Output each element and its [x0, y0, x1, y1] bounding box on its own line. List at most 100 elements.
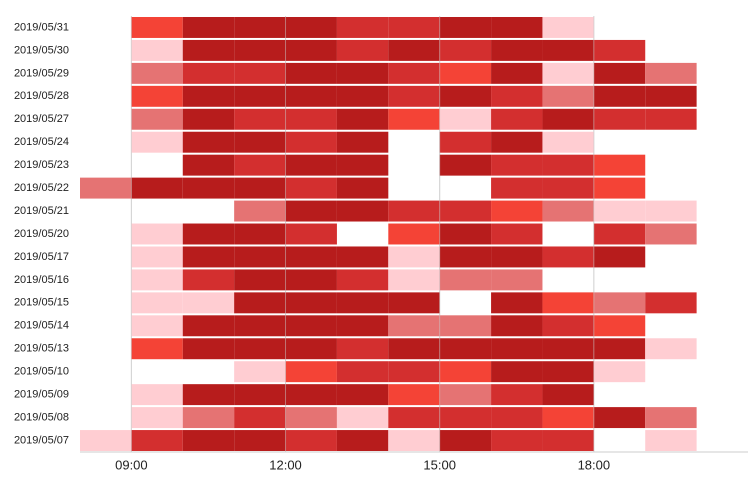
heat-cell: [593, 315, 646, 337]
heat-cell: [388, 407, 440, 429]
heat-cell: [131, 315, 183, 337]
heat-cell: [234, 246, 286, 268]
heat-cell: [285, 384, 337, 406]
heat-cell: [336, 407, 389, 429]
row-label: 2019/05/24: [14, 136, 69, 148]
heat-cell: [491, 269, 543, 291]
heat-cell: [285, 246, 337, 268]
heat-cell: [491, 62, 543, 84]
heat-cell: [593, 108, 646, 130]
heat-cell: [439, 338, 492, 360]
heat-cell: [285, 269, 337, 291]
heat-cell: [491, 292, 543, 314]
heat-cell: [285, 39, 337, 61]
heat-cell: [388, 62, 440, 84]
heat-cell: [234, 62, 286, 84]
heat-cell: [388, 200, 440, 222]
heat-cell: [388, 39, 440, 61]
heat-cell: [593, 246, 646, 268]
heat-cell: [388, 17, 440, 38]
heat-cell: [542, 430, 594, 451]
row-label: 2019/05/14: [14, 320, 69, 332]
heat-cell: [285, 154, 337, 176]
heat-cell: [131, 430, 183, 451]
row-label: 2019/05/28: [14, 90, 69, 102]
row-label: 2019/05/16: [14, 274, 69, 286]
heat-cell: [491, 39, 543, 61]
heat-cell: [491, 131, 543, 153]
heat-cell: [285, 200, 337, 222]
heat-cell: [542, 17, 594, 38]
x-tick-label: 09:00: [115, 457, 148, 472]
row-label: 2019/05/23: [14, 159, 69, 171]
heat-cell: [439, 269, 492, 291]
heat-cell: [645, 200, 697, 222]
heat-cell: [439, 384, 492, 406]
heat-cell: [182, 407, 235, 429]
heat-cell: [336, 384, 389, 406]
x-tick-label: 15:00: [423, 457, 456, 472]
heat-cell: [336, 17, 389, 38]
heat-cell: [182, 108, 235, 130]
heat-cell: [439, 246, 492, 268]
heat-cell: [131, 246, 183, 268]
heat-cell: [336, 131, 389, 153]
heat-cell: [439, 154, 492, 176]
heat-cell: [131, 223, 183, 245]
heat-cell: [645, 430, 697, 451]
heat-cell: [285, 177, 337, 199]
heat-cell: [234, 338, 286, 360]
heat-cell: [542, 384, 594, 406]
heat-cell: [645, 407, 697, 429]
heat-cell: [645, 85, 697, 107]
heat-cell: [491, 430, 543, 451]
heat-cell: [336, 108, 389, 130]
heat-cell: [131, 384, 183, 406]
heat-cell: [388, 315, 440, 337]
heat-cell: [336, 430, 389, 451]
heat-cell: [285, 108, 337, 130]
heat-cell: [182, 85, 235, 107]
heat-cell: [645, 338, 697, 360]
heat-cell: [645, 292, 697, 314]
row-label: 2019/05/15: [14, 297, 69, 309]
heat-cell: [131, 85, 183, 107]
row-label: 2019/05/08: [14, 411, 69, 423]
heat-cell: [593, 177, 646, 199]
heat-cell: [285, 131, 337, 153]
heat-cell: [182, 131, 235, 153]
heat-cell: [234, 430, 286, 451]
heat-cell: [542, 177, 594, 199]
heat-cell: [234, 384, 286, 406]
heat-cell: [491, 338, 543, 360]
heat-cell: [388, 384, 440, 406]
heat-cell: [593, 154, 646, 176]
heat-cell: [388, 269, 440, 291]
heat-cell: [182, 269, 235, 291]
row-label: 2019/05/17: [14, 251, 69, 263]
heat-cell: [491, 361, 543, 383]
heat-cell: [336, 177, 389, 199]
row-label: 2019/05/27: [14, 113, 69, 125]
heat-cell: [593, 85, 646, 107]
heat-cell: [285, 361, 337, 383]
heat-cell: [542, 200, 594, 222]
heat-cell: [439, 223, 492, 245]
heat-cell: [234, 131, 286, 153]
heat-cell: [593, 200, 646, 222]
heat-cell: [234, 17, 286, 38]
heat-cell: [182, 62, 235, 84]
heat-cell: [336, 246, 389, 268]
heat-cell: [285, 292, 337, 314]
row-label: 2019/05/31: [14, 21, 69, 33]
row-label: 2019/05/13: [14, 343, 69, 355]
heat-cell: [336, 154, 389, 176]
heat-cell: [388, 108, 440, 130]
heat-cell: [593, 62, 646, 84]
heat-cell: [593, 338, 646, 360]
heat-cell: [182, 223, 235, 245]
heat-cell: [491, 223, 543, 245]
heat-cell: [131, 177, 183, 199]
row-label: 2019/05/22: [14, 182, 69, 194]
heat-cell: [131, 338, 183, 360]
